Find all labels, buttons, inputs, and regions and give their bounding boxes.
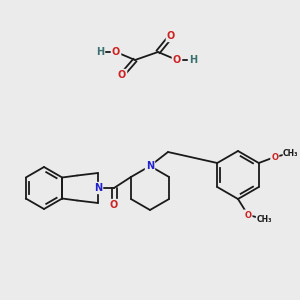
Text: O: O bbox=[271, 152, 278, 161]
Text: O: O bbox=[110, 200, 118, 210]
Text: H: H bbox=[96, 47, 104, 57]
Text: O: O bbox=[173, 55, 181, 65]
Text: N: N bbox=[146, 161, 154, 171]
Text: O: O bbox=[167, 31, 175, 41]
Text: N: N bbox=[94, 183, 102, 193]
Text: O: O bbox=[112, 47, 120, 57]
Text: CH₃: CH₃ bbox=[256, 214, 272, 224]
Text: O: O bbox=[244, 211, 251, 220]
Text: H: H bbox=[189, 55, 197, 65]
Text: CH₃: CH₃ bbox=[283, 148, 298, 158]
Text: O: O bbox=[118, 70, 126, 80]
